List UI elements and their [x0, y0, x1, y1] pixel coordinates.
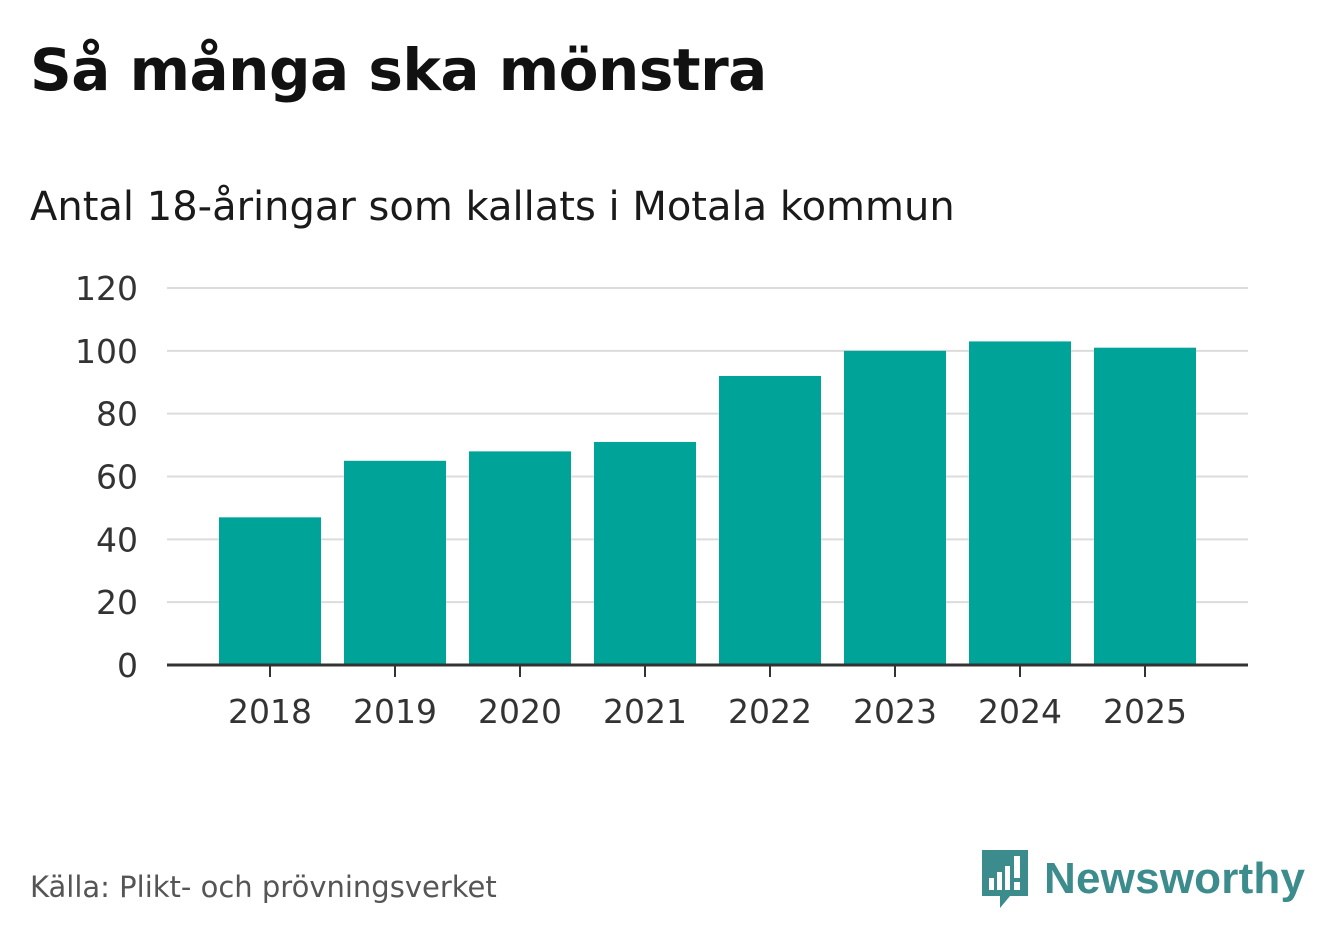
- bar: [1094, 347, 1196, 665]
- brand-name: Newsworthy: [1044, 854, 1306, 903]
- source-note: Källa: Plikt- och prövningsverket: [30, 870, 497, 904]
- bar: [969, 341, 1071, 665]
- y-tick-label: 100: [75, 332, 138, 371]
- newsworthy-chart-bubble-icon: [982, 850, 1028, 908]
- y-tick-label: 0: [117, 646, 138, 685]
- x-tick-label: 2020: [478, 692, 562, 731]
- x-tick-label: 2018: [228, 692, 312, 731]
- bar: [844, 350, 946, 665]
- chart-title: Så många ska mönstra: [30, 36, 767, 104]
- bar: [219, 517, 321, 665]
- y-tick-label: 120: [75, 269, 138, 308]
- y-tick-label: 60: [96, 458, 138, 497]
- x-tick-label: 2023: [853, 692, 937, 731]
- y-tick-label: 20: [96, 583, 138, 622]
- bar: [469, 451, 571, 665]
- bar-chart: 0 20 40 60 80 100 120 2018 2019 2020 2021 2022 2023 2…: [75, 269, 1248, 731]
- x-tick-label: 2019: [353, 692, 437, 731]
- bar: [719, 375, 821, 665]
- brand-logo: Newsworthy: [980, 848, 1305, 910]
- x-tick-label: 2025: [1103, 692, 1187, 731]
- bar: [344, 460, 446, 665]
- x-tick-label: 2021: [603, 692, 687, 731]
- y-tick-label: 80: [96, 395, 138, 434]
- x-tick-label: 2022: [728, 692, 812, 731]
- bar: [594, 441, 696, 665]
- chart-subtitle: Antal 18-åringar som kallats i Motala ko…: [30, 184, 955, 230]
- x-tick-label: 2024: [978, 692, 1062, 731]
- y-tick-label: 40: [96, 520, 138, 559]
